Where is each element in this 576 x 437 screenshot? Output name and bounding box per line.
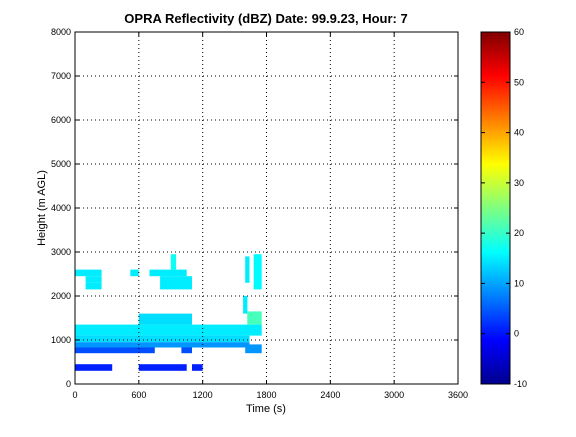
- reflectivity-cells: [75, 254, 262, 371]
- y-tick-label: 7000: [51, 71, 71, 81]
- reflectivity-cell: [149, 269, 187, 277]
- y-tick-label: 3000: [51, 247, 71, 257]
- reflectivity-cell: [181, 347, 192, 354]
- reflectivity-cell: [75, 342, 250, 348]
- reflectivity-cell: [243, 296, 248, 314]
- colorbar: [480, 31, 511, 385]
- reflectivity-cell: [253, 254, 262, 290]
- x-tick-label: 1200: [193, 390, 213, 400]
- reflectivity-cell: [247, 311, 262, 325]
- x-ticks: 0 600 1200 1800 2400 3000 3600: [72, 32, 468, 400]
- colorbar-tick-label: 30: [514, 178, 524, 188]
- x-tick-label: 2400: [320, 390, 340, 400]
- x-tick-label: 3000: [384, 390, 404, 400]
- y-tick-label: 8000: [51, 27, 71, 37]
- reflectivity-cell: [85, 282, 102, 290]
- reflectivity-cell: [75, 364, 113, 371]
- reflectivity-cell: [75, 335, 250, 343]
- chart-title: OPRA Reflectivity (dBZ) Date: 99.9.23, H…: [124, 11, 407, 26]
- colorbar-tick-label: 40: [514, 128, 524, 138]
- x-tick-label: 1800: [256, 390, 276, 400]
- x-tick-label: 600: [131, 390, 146, 400]
- colorbar-tick-label: 50: [514, 77, 524, 87]
- y-tick-label: 5000: [51, 159, 71, 169]
- y-ticks: 0 1000 2000 3000 4000 5000 6000 7000 8000: [51, 27, 458, 389]
- reflectivity-cell: [160, 276, 192, 290]
- colorbar-tick-label: -10: [514, 379, 527, 389]
- y-tick-label: 1000: [51, 335, 71, 345]
- y-tick-label: 2000: [51, 291, 71, 301]
- y-tick-label: 6000: [51, 115, 71, 125]
- reflectivity-cell: [192, 364, 203, 371]
- colorbar-ticks: -10 0 10 20 30 40 50 60: [481, 27, 527, 389]
- grid-lines: [75, 32, 458, 384]
- x-axis-label: Time (s): [246, 403, 286, 415]
- reflectivity-cell: [75, 347, 155, 354]
- colorbar-tick-label: 60: [514, 27, 524, 37]
- reflectivity-cell: [138, 364, 187, 371]
- reflectivity-cell: [138, 313, 192, 325]
- reflectivity-cell: [130, 269, 139, 277]
- x-tick-label: 0: [72, 390, 77, 400]
- reflectivity-cell: [85, 276, 102, 283]
- x-tick-label: 3600: [448, 390, 468, 400]
- y-axis-label: Height (m AGL): [36, 170, 48, 246]
- colorbar-tick-label: 20: [514, 228, 524, 238]
- reflectivity-cell: [245, 256, 250, 283]
- colorbar-tick-label: 0: [514, 329, 519, 339]
- y-tick-label: 4000: [51, 203, 71, 213]
- reflectivity-cell: [245, 344, 262, 354]
- reflectivity-cell: [170, 254, 177, 270]
- colorbar-tick-label: 10: [514, 278, 524, 288]
- reflectivity-cell: [75, 269, 102, 277]
- reflectivity-cell: [75, 324, 262, 336]
- y-tick-label: 0: [66, 379, 71, 389]
